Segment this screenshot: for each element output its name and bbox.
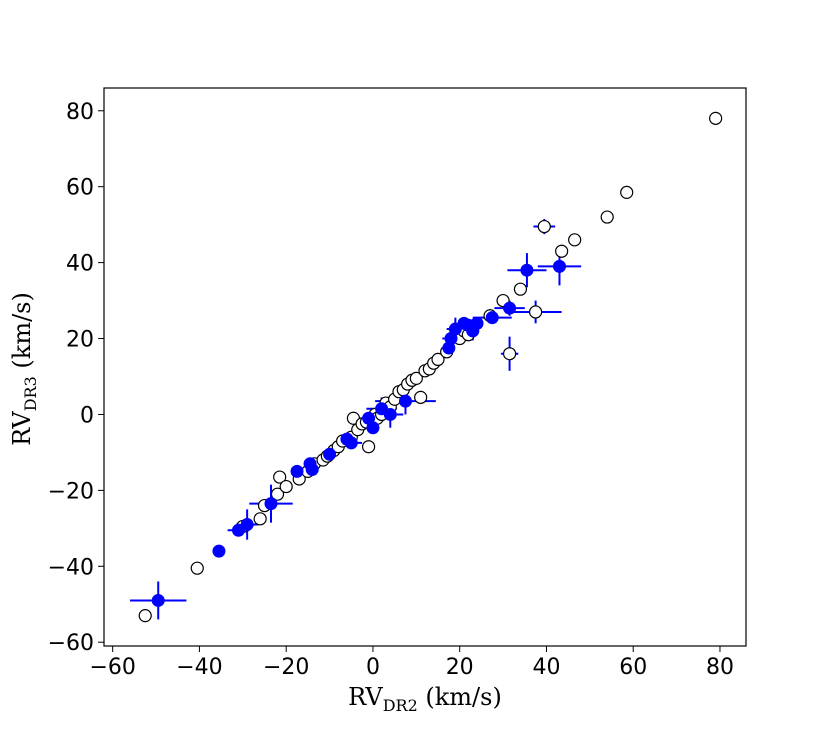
filled-data-point bbox=[520, 263, 534, 277]
open-data-point bbox=[431, 352, 445, 367]
open-data-point bbox=[537, 219, 551, 234]
filled-data-point bbox=[485, 311, 499, 325]
open-data-point bbox=[529, 305, 543, 319]
y-axis-label: RVDR3 (km/s) bbox=[8, 292, 40, 446]
open-data-point bbox=[253, 512, 267, 526]
y-tick-label: 0 bbox=[80, 403, 94, 428]
y-tick-label: −60 bbox=[48, 631, 94, 656]
x-axis-ticks: −60 −40 −20 0 20 40 60 80 bbox=[89, 646, 734, 680]
x-tick-label: −60 bbox=[89, 655, 135, 680]
x-tick-label: 20 bbox=[446, 655, 474, 680]
y-tick-label: 40 bbox=[66, 252, 94, 277]
x-axis-label: RVDR2 (km/s) bbox=[348, 683, 502, 715]
filled-data-point bbox=[344, 436, 358, 450]
filled-data-point bbox=[290, 464, 304, 478]
open-data-point bbox=[273, 470, 287, 484]
open-data-point bbox=[555, 244, 569, 258]
x-tick-label: 40 bbox=[532, 655, 560, 680]
y-tick-label: 60 bbox=[66, 176, 94, 201]
y-tick-label: 80 bbox=[66, 100, 94, 125]
x-tick-label: −20 bbox=[263, 655, 309, 680]
filled-data-point bbox=[151, 593, 165, 607]
filled-data-point bbox=[398, 394, 412, 408]
filled-data-point bbox=[470, 316, 484, 330]
data-points bbox=[138, 111, 723, 623]
filled-data-point bbox=[240, 518, 254, 532]
y-tick-label: −40 bbox=[48, 555, 94, 580]
y-tick-label: 20 bbox=[66, 328, 94, 353]
open-data-point bbox=[620, 185, 634, 199]
filled-data-point bbox=[366, 421, 380, 435]
filled-data-point bbox=[212, 544, 226, 558]
open-data-point bbox=[513, 282, 528, 296]
filled-data-point bbox=[323, 447, 337, 461]
filled-data-point bbox=[305, 462, 319, 476]
y-tick-label: −20 bbox=[48, 479, 94, 504]
x-tick-label: 0 bbox=[366, 655, 380, 680]
open-data-point bbox=[138, 609, 152, 623]
x-tick-label: 80 bbox=[706, 655, 734, 680]
filled-data-point bbox=[264, 497, 278, 511]
x-tick-label: 60 bbox=[619, 655, 647, 680]
filled-data-point bbox=[383, 407, 397, 421]
open-data-point bbox=[568, 233, 582, 247]
open-data-point bbox=[709, 111, 723, 125]
open-data-point bbox=[600, 210, 614, 224]
y-axis-ticks: −60 −40 −20 0 20 40 60 80 bbox=[48, 100, 104, 656]
open-data-point bbox=[270, 487, 285, 501]
open-data-point bbox=[414, 390, 428, 404]
plot-frame bbox=[103, 87, 747, 647]
open-data-point bbox=[279, 479, 293, 494]
open-data-point bbox=[502, 347, 517, 361]
open-data-point bbox=[409, 371, 423, 385]
x-tick-label: −40 bbox=[176, 655, 222, 680]
open-data-point bbox=[190, 561, 204, 575]
filled-data-point bbox=[503, 301, 517, 315]
filled-data-point bbox=[552, 259, 566, 273]
open-data-point bbox=[362, 440, 376, 454]
